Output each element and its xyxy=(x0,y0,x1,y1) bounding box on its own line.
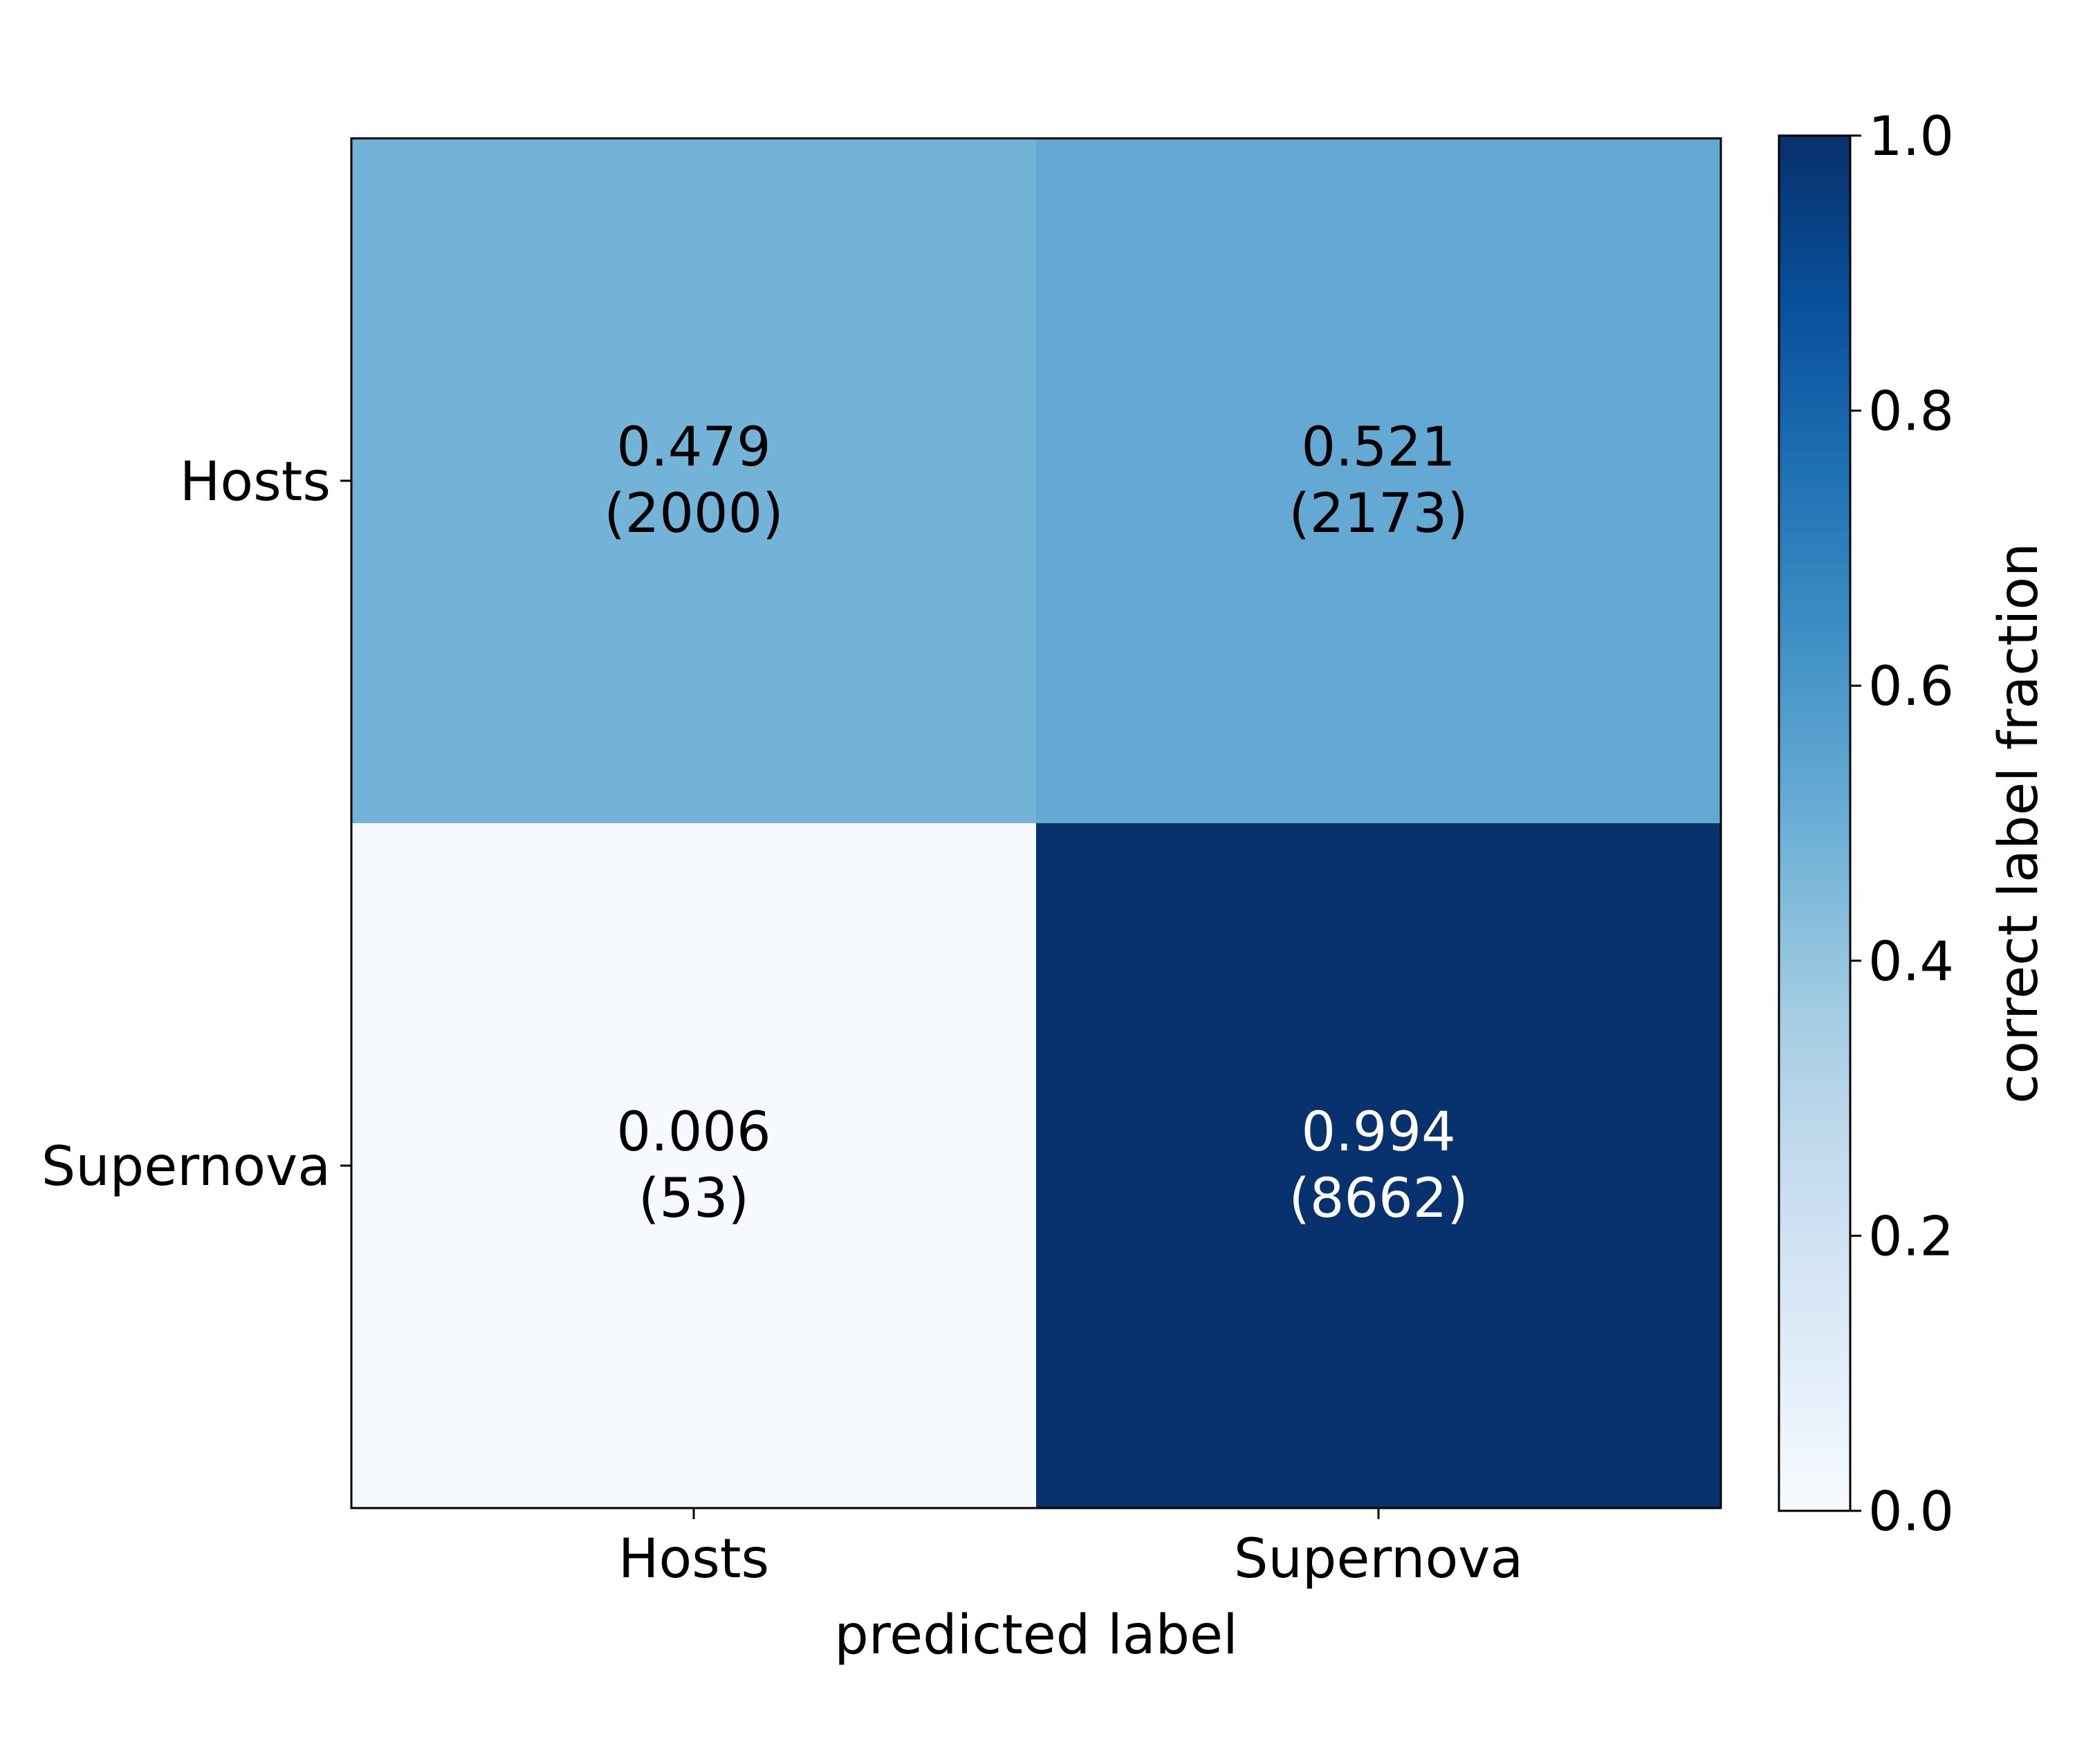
colorbar-title: correct label fraction xyxy=(1988,543,2050,1104)
y-axis-ticks: Hosts Supernova xyxy=(42,451,351,1198)
colorbar-tick-label: 0.8 xyxy=(1868,381,1954,443)
y-tick-label: Hosts xyxy=(180,451,331,513)
x-tick-label: Hosts xyxy=(618,1528,769,1590)
cell-labels: 0.479(2000) 0.521(2173) 0.006(53) 0.994(866… xyxy=(604,416,1468,1230)
cell-count-label: (8662) xyxy=(1289,1168,1468,1230)
cell-count-label: (2000) xyxy=(604,483,783,545)
heatmap-cell xyxy=(351,138,1036,823)
x-tick-label: Supernova xyxy=(1234,1528,1523,1590)
cell-count-label: (53) xyxy=(638,1168,749,1230)
colorbar-tick-label: 0.6 xyxy=(1868,656,1954,718)
cell-value-label: 0.521 xyxy=(1301,416,1455,479)
heatmap-cells xyxy=(351,138,1721,1508)
cell-value-label: 0.006 xyxy=(616,1101,771,1164)
colorbar-tick-label: 0.0 xyxy=(1868,1481,1954,1543)
x-axis-title: predicted label xyxy=(834,1604,1237,1666)
heatmap-cell xyxy=(1036,138,1721,823)
y-tick-label: Supernova xyxy=(42,1136,331,1198)
plot-frame xyxy=(350,137,1722,1509)
heatmap-cell xyxy=(351,823,1036,1508)
cell-value-label: 0.479 xyxy=(616,416,771,479)
colorbar-tick-label: 0.4 xyxy=(1868,931,1954,993)
colorbar xyxy=(1778,134,1852,1512)
colorbar-tick-label: 0.2 xyxy=(1868,1206,1954,1268)
cell-value-label: 0.994 xyxy=(1301,1101,1455,1164)
x-axis-ticks: Hosts Supernova xyxy=(618,1508,1523,1590)
cell-count-label: (2173) xyxy=(1289,483,1468,545)
colorbar-ticks: 0.0 0.2 0.4 0.6 0.8 1.0 xyxy=(1850,106,1954,1543)
colorbar-tick-label: 1.0 xyxy=(1868,106,1954,168)
heatmap-cell xyxy=(1036,823,1721,1508)
